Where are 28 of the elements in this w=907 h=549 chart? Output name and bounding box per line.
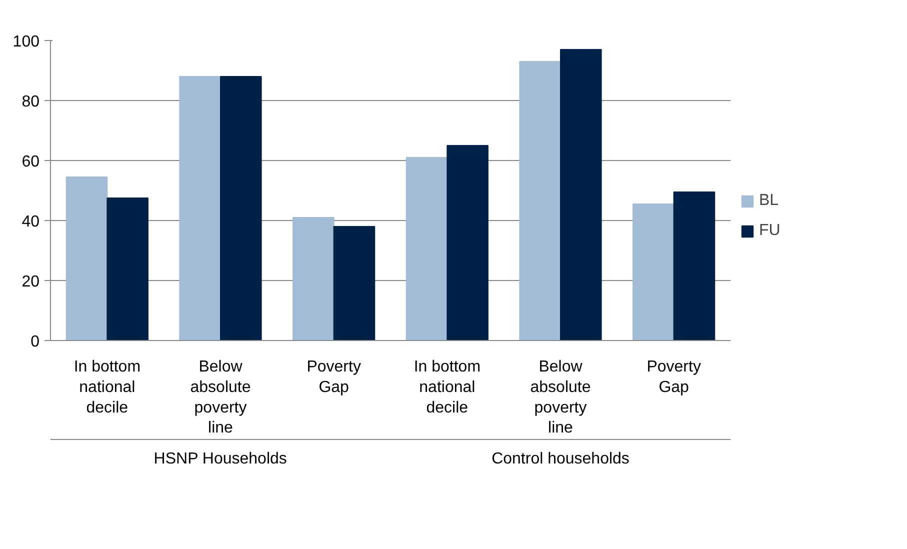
y-tick-label: 20 <box>22 274 40 290</box>
bar <box>406 157 448 340</box>
y-tick-label: 60 <box>22 154 40 170</box>
y-tick-label: 0 <box>30 334 40 350</box>
legend-label: BL <box>759 192 779 210</box>
text: Control households <box>492 450 630 468</box>
bar <box>446 145 488 340</box>
y-tick-label: 100 <box>12 34 40 50</box>
text: HSNP Households <box>154 450 287 468</box>
x-tick-label: Below absolute poverty line <box>190 358 251 437</box>
bar <box>673 192 716 340</box>
bar <box>106 198 148 340</box>
bar <box>560 49 602 340</box>
bar <box>519 61 561 340</box>
x-tick-label: Poverty Gap <box>306 358 361 396</box>
legend-label: FU <box>759 222 780 240</box>
bar <box>292 217 334 340</box>
bar <box>220 76 262 340</box>
bar <box>333 226 376 340</box>
bar <box>179 76 221 340</box>
bar <box>66 176 108 340</box>
x-tick-label: Below absolute poverty line <box>530 358 591 437</box>
x-tick-label: In bottom national decile <box>414 358 481 416</box>
y-tick-label: 80 <box>22 94 40 110</box>
x-tick-label: Poverty Gap <box>646 358 701 396</box>
y-tick-label: 40 <box>22 214 40 230</box>
x-tick-label: In bottom national decile <box>74 358 141 416</box>
bar <box>632 204 674 340</box>
